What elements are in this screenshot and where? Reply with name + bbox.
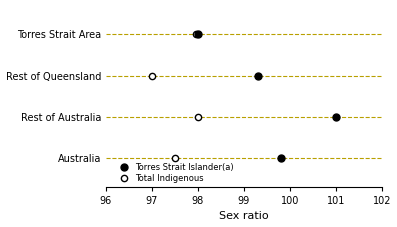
Legend: Torres Strait Islander(a), Total Indigenous: Torres Strait Islander(a), Total Indigen… bbox=[112, 160, 237, 186]
X-axis label: Sex ratio: Sex ratio bbox=[219, 211, 269, 222]
